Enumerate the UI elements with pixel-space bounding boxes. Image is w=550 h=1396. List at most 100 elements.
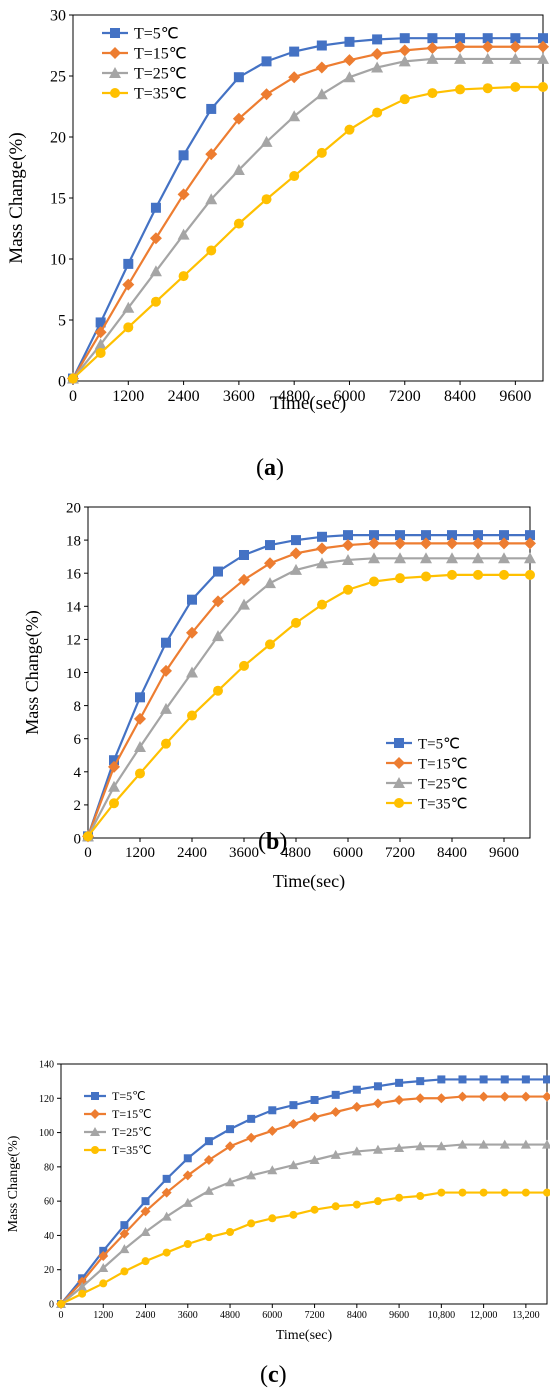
data-point (310, 1205, 319, 1214)
series-4 (83, 569, 535, 842)
data-point (288, 71, 301, 84)
data-point (162, 1174, 171, 1183)
data-point (204, 1137, 213, 1146)
data-point (343, 584, 353, 595)
data-point (415, 1093, 426, 1104)
y-tick-label: 140 (39, 1060, 54, 1071)
data-point (498, 552, 510, 564)
data-point (267, 1165, 278, 1175)
data-point (436, 1141, 447, 1151)
y-tick-label: 5 (58, 313, 66, 330)
data-point (94, 326, 107, 339)
data-point (542, 1091, 550, 1102)
data-point (457, 1091, 468, 1102)
x-tick-label: 0 (59, 1310, 64, 1321)
data-point (315, 61, 328, 74)
data-point (520, 1091, 531, 1102)
data-point (204, 1233, 213, 1242)
data-point (291, 617, 301, 628)
data-point (205, 148, 218, 161)
data-point (120, 1221, 129, 1230)
data-point (99, 1246, 108, 1255)
data-point (343, 71, 356, 83)
data-point (123, 322, 134, 333)
data-point (500, 1075, 509, 1084)
y-tick-label: 20 (66, 500, 81, 516)
caption-b: (b) (258, 829, 288, 855)
y-tick-label: 0 (49, 1300, 54, 1311)
data-point (482, 33, 493, 44)
data-point (161, 637, 171, 648)
y-tick-label: 100 (39, 1128, 54, 1139)
legend: T=5℃ T=15℃ T=25℃ T=35℃ (84, 1089, 152, 1157)
data-point (352, 1200, 361, 1209)
data-point (225, 1177, 236, 1187)
data-point (317, 599, 327, 610)
data-point (372, 107, 383, 118)
data-point (524, 552, 536, 564)
data-point (481, 52, 494, 64)
data-point (205, 193, 218, 205)
y-tick-label: 6 (74, 732, 82, 748)
data-point (141, 1257, 150, 1266)
legend-label: T=15℃ (418, 756, 467, 772)
data-point (203, 1185, 214, 1195)
x-tick-label: 4800 (281, 845, 311, 861)
data-point (233, 218, 244, 229)
legend-label: T=35℃ (112, 1143, 152, 1157)
data-point (161, 1187, 172, 1198)
data-point (239, 549, 249, 560)
data-point (317, 531, 327, 542)
data-point (267, 1125, 278, 1136)
data-point (264, 577, 276, 589)
data-point (455, 33, 466, 44)
x-tick-label: 6000 (333, 845, 363, 861)
x-tick-label: 1200 (112, 388, 144, 405)
legend-label: T=5℃ (134, 26, 179, 43)
x-axis-title: Time(sec) (270, 393, 346, 414)
data-point (478, 1091, 489, 1102)
data-point (437, 1075, 446, 1084)
data-point (161, 738, 171, 749)
caption-c: (c) (260, 1362, 287, 1388)
data-point (316, 542, 328, 555)
data-point (352, 1085, 361, 1094)
data-point (182, 1170, 193, 1181)
data-point (420, 537, 432, 550)
series-line (86, 542, 530, 837)
data-point (95, 317, 106, 328)
legend-marker (91, 1146, 99, 1154)
data-point (123, 258, 134, 269)
data-point (537, 52, 549, 64)
data-point (316, 147, 327, 158)
data-point (232, 112, 245, 125)
data-point (351, 1146, 362, 1156)
series-3 (82, 552, 536, 842)
y-tick-label: 60 (44, 1197, 54, 1208)
data-point (398, 55, 411, 67)
data-point (542, 1139, 550, 1149)
series-2 (82, 537, 536, 843)
data-point (369, 576, 379, 587)
x-axis-title: Time(sec) (273, 871, 345, 892)
data-point (260, 135, 273, 147)
y-tick-label: 20 (44, 1265, 54, 1276)
data-point (268, 1106, 277, 1115)
y-tick-label: 18 (66, 533, 81, 549)
data-point (447, 569, 457, 580)
legend-marker (394, 798, 404, 808)
data-point (187, 710, 197, 721)
series-line (60, 1191, 547, 1305)
legend-marker (109, 47, 121, 59)
data-point (399, 33, 410, 44)
y-axis-title: Mass Change(%) (22, 610, 43, 734)
data-point (246, 1170, 257, 1180)
legend-label: T=35℃ (418, 796, 467, 812)
y-axis-title: Mass Change(%) (6, 1135, 21, 1232)
data-point (177, 188, 190, 201)
x-tick-label: 6000 (333, 388, 365, 405)
data-point (421, 530, 431, 541)
data-point (394, 552, 406, 564)
data-point (426, 41, 439, 54)
data-point (183, 1154, 192, 1163)
